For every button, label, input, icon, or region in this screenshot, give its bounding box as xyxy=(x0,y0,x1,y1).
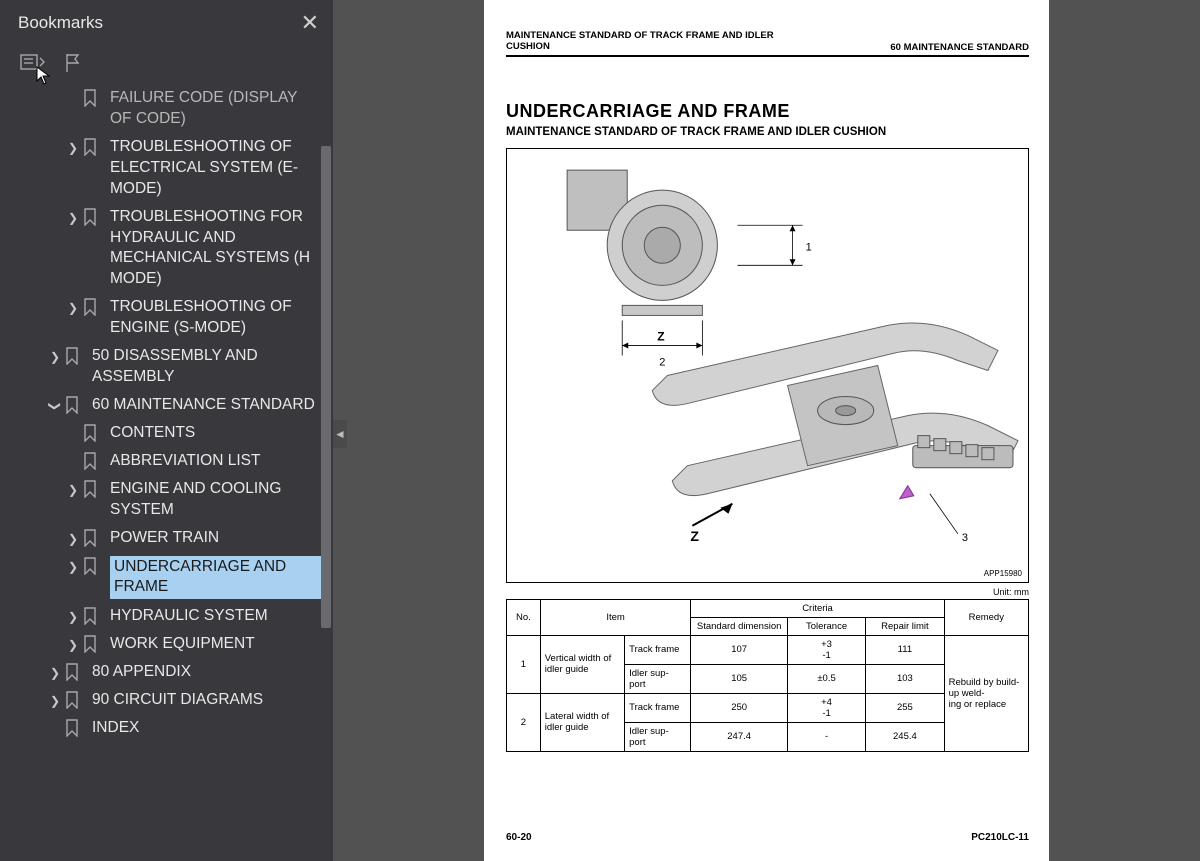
bookmark-item[interactable]: ❯ POWER TRAIN xyxy=(6,524,329,552)
document-page: MAINTENANCE STANDARD OF TRACK FRAME AND … xyxy=(484,0,1049,861)
col-no: No. xyxy=(507,599,541,635)
col-tol: Tolerance xyxy=(787,617,865,635)
svg-text:Z: Z xyxy=(657,329,664,343)
bookmark-item[interactable]: ❯ WORK EQUIPMENT xyxy=(6,630,329,658)
technical-figure: 1 Z 2 xyxy=(506,148,1029,583)
header-right: 60 MAINTENANCE STANDARD xyxy=(890,42,1029,53)
bookmark-item[interactable]: ❯ TROUBLESHOOTING OF ELECTRICAL SYSTEM (E… xyxy=(6,133,329,203)
bookmark-options-icon[interactable] xyxy=(20,52,42,74)
chevron-right-icon[interactable]: ❯ xyxy=(64,559,82,575)
chevron-right-icon[interactable]: ❯ xyxy=(64,609,82,625)
bookmark-item[interactable]: ›ABBREVIATION LIST xyxy=(6,447,329,475)
bookmark-item[interactable]: ›CONTENTS xyxy=(6,419,329,447)
specification-table: No. Item Criteria Remedy Standard dimens… xyxy=(506,599,1029,752)
bookmark-item[interactable]: ❯ 90 CIRCUIT DIAGRAMS xyxy=(6,686,329,714)
bookmark-item[interactable]: ›FAILURE CODE (DISPLAY OF CODE) xyxy=(6,84,329,133)
chevron-down-icon[interactable]: ❯ xyxy=(47,397,63,415)
chevron-right-icon[interactable]: ❯ xyxy=(64,531,82,547)
bookmark-label: WORK EQUIPMENT xyxy=(110,634,327,655)
chevron-right-icon[interactable]: ❯ xyxy=(46,349,64,365)
chevron-right-icon[interactable]: ❯ xyxy=(64,300,82,316)
sidebar-collapse-handle[interactable]: ◄ xyxy=(333,420,347,448)
scrollbar-thumb[interactable] xyxy=(321,146,331,628)
sidebar-header: Bookmarks ✕ xyxy=(0,0,333,50)
page-footer: 60-20 PC210LC-11 xyxy=(506,832,1029,843)
svg-text:Z: Z xyxy=(690,528,699,544)
sidebar-title: Bookmarks xyxy=(18,13,103,33)
bookmark-label: 50 DISASSEMBLY AND ASSEMBLY xyxy=(92,346,327,388)
bookmark-label: 90 CIRCUIT DIAGRAMS xyxy=(92,690,327,711)
bookmark-item[interactable]: ❯ ENGINE AND COOLING SYSTEM xyxy=(6,475,329,524)
bookmark-item[interactable]: ❯ TROUBLESHOOTING OF ENGINE (S-MODE) xyxy=(6,293,329,342)
page-running-header: MAINTENANCE STANDARD OF TRACK FRAME AND … xyxy=(506,30,1029,57)
bookmark-item[interactable]: ❯ HYDRAULIC SYSTEM xyxy=(6,602,329,630)
bookmark-label: CONTENTS xyxy=(110,423,327,444)
unit-label: Unit: mm xyxy=(506,587,1029,597)
bookmark-flag-icon[interactable] xyxy=(62,52,84,74)
bookmark-label: TROUBLESHOOTING OF ELECTRICAL SYSTEM (E-… xyxy=(110,137,327,200)
bookmark-label: TROUBLESHOOTING OF ENGINE (S-MODE) xyxy=(110,297,327,339)
col-rep: Repair limit xyxy=(866,617,944,635)
figure-svg: 1 Z 2 xyxy=(507,149,1028,582)
col-criteria: Criteria xyxy=(691,599,944,617)
bookmark-label: UNDERCARRIAGE AND FRAME xyxy=(110,556,327,600)
bookmark-label: POWER TRAIN xyxy=(110,528,327,549)
bookmark-item[interactable]: ❯ 50 DISASSEMBLY AND ASSEMBLY xyxy=(6,342,329,391)
bookmark-label: FAILURE CODE (DISPLAY OF CODE) xyxy=(110,88,327,130)
col-remedy: Remedy xyxy=(944,599,1028,635)
bookmark-label: INDEX xyxy=(92,718,327,739)
table-row: 1Vertical width of idler guideTrack fram… xyxy=(507,635,1029,664)
col-std: Standard dimension xyxy=(691,617,787,635)
page-title: UNDERCARRIAGE AND FRAME xyxy=(506,101,1029,122)
bookmark-label: 60 MAINTENANCE STANDARD xyxy=(92,395,327,416)
page-number: 60-20 xyxy=(506,832,532,843)
svg-text:3: 3 xyxy=(962,532,968,544)
chevron-right-icon[interactable]: ❯ xyxy=(46,693,64,709)
model-number: PC210LC-11 xyxy=(971,832,1029,843)
bookmark-label: HYDRAULIC SYSTEM xyxy=(110,606,327,627)
bookmark-item[interactable]: ›INDEX xyxy=(6,714,329,742)
bookmark-tree[interactable]: ›FAILURE CODE (DISPLAY OF CODE) ❯ TROUBLES… xyxy=(0,84,333,861)
bookmark-item[interactable]: ❯ TROUBLESHOOTING FOR HYDRAULIC AND MECHA… xyxy=(6,203,329,294)
chevron-right-icon[interactable]: ❯ xyxy=(64,637,82,653)
bookmark-label: ENGINE AND COOLING SYSTEM xyxy=(110,479,327,521)
tree-scrollbar[interactable] xyxy=(321,84,331,861)
chevron-right-icon[interactable]: ❯ xyxy=(64,210,82,226)
bookmark-label: TROUBLESHOOTING FOR HYDRAULIC AND MECHAN… xyxy=(110,207,327,291)
bookmark-label: ABBREVIATION LIST xyxy=(110,451,327,472)
bookmark-item[interactable]: ❯ 80 APPENDIX xyxy=(6,658,329,686)
bookmarks-sidebar: Bookmarks ✕ ›FAILURE CODE (DISPLAY OF CO… xyxy=(0,0,333,861)
page-viewer[interactable]: MAINTENANCE STANDARD OF TRACK FRAME AND … xyxy=(333,0,1200,861)
chevron-right-icon[interactable]: ❯ xyxy=(46,665,64,681)
chevron-right-icon[interactable]: ❯ xyxy=(64,482,82,498)
bookmark-item[interactable]: ❯ UNDERCARRIAGE AND FRAME xyxy=(6,552,329,603)
svg-text:1: 1 xyxy=(806,241,812,253)
svg-text:2: 2 xyxy=(659,356,665,368)
sidebar-toolbar xyxy=(0,50,333,84)
bookmark-item[interactable]: ❯ 60 MAINTENANCE STANDARD xyxy=(6,391,329,419)
bookmark-label: 80 APPENDIX xyxy=(92,662,327,683)
figure-id: APP15980 xyxy=(984,569,1022,578)
col-item: Item xyxy=(540,599,691,635)
chevron-right-icon[interactable]: ❯ xyxy=(64,140,82,156)
page-subtitle: MAINTENANCE STANDARD OF TRACK FRAME AND … xyxy=(506,126,1029,138)
header-left: MAINTENANCE STANDARD OF TRACK FRAME AND … xyxy=(506,30,786,53)
close-icon[interactable]: ✕ xyxy=(301,10,319,36)
